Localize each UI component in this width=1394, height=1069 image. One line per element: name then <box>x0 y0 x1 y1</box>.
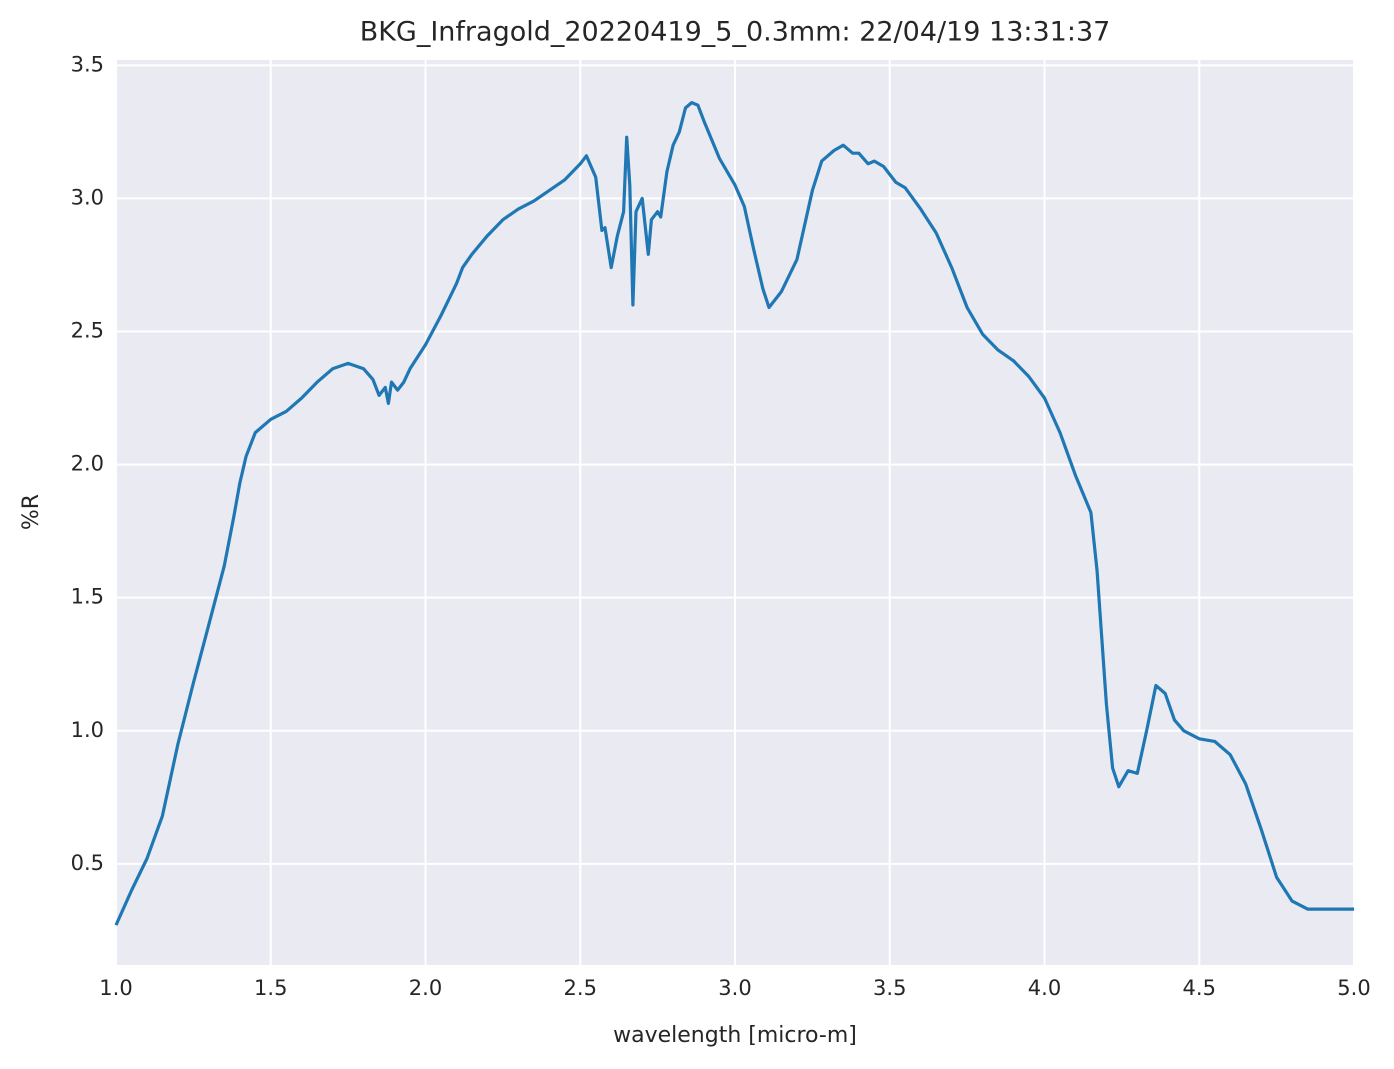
data-line <box>114 101 1354 926</box>
x-tick-label: 1.0 <box>99 976 132 1000</box>
y-tick-label: 3.5 <box>71 52 104 76</box>
y-tick-label: 2.0 <box>71 452 104 476</box>
x-axis-label: wavelength [micro-m] <box>613 1023 857 1048</box>
x-tick-label: 2.5 <box>564 976 597 1000</box>
y-axis-label: %R <box>19 494 44 530</box>
y-tick-label: 1.5 <box>71 585 104 609</box>
x-tick-label: 2.0 <box>409 976 442 1000</box>
y-tick-label: 0.5 <box>71 851 104 875</box>
chart-title: BKG_Infragold_20220419_5_0.3mm: 22/04/19… <box>360 17 1111 48</box>
x-tick-label: 3.0 <box>718 976 751 1000</box>
y-tick-label: 3.0 <box>71 185 104 209</box>
x-tick-label: 4.0 <box>1028 976 1061 1000</box>
y-tick-label: 1.0 <box>71 718 104 742</box>
x-tick-label: 1.5 <box>254 976 287 1000</box>
x-tick-label: 4.5 <box>1183 976 1216 1000</box>
x-tick-label: 3.5 <box>873 976 906 1000</box>
x-tick-label: 5.0 <box>1337 976 1370 1000</box>
y-tick-label: 2.5 <box>71 319 104 343</box>
